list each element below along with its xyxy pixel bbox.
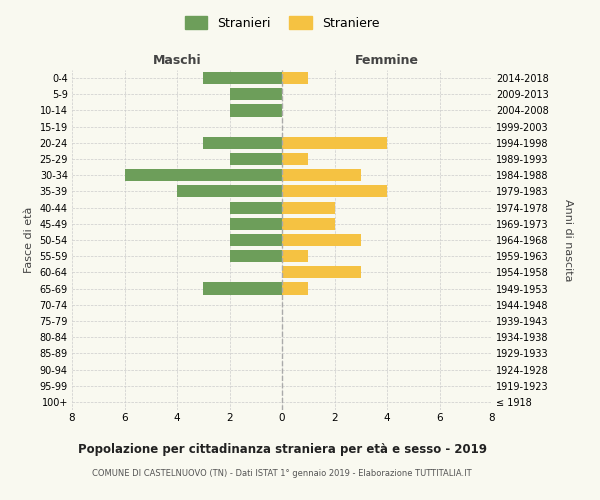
Y-axis label: Fasce di età: Fasce di età [24,207,34,273]
Bar [282,137,387,149]
Bar [203,137,282,149]
Legend: Stranieri, Straniere: Stranieri, Straniere [179,11,385,35]
Bar [282,186,387,198]
Text: COMUNE DI CASTELNUOVO (TN) - Dati ISTAT 1° gennaio 2019 - Elaborazione TUTTITALI: COMUNE DI CASTELNUOVO (TN) - Dati ISTAT … [92,469,472,478]
Bar [282,266,361,278]
Bar [229,234,282,246]
Bar [177,186,282,198]
Bar [229,250,282,262]
Text: Popolazione per cittadinanza straniera per età e sesso - 2019: Popolazione per cittadinanza straniera p… [77,442,487,456]
Y-axis label: Anni di nascita: Anni di nascita [563,198,573,281]
Bar [229,218,282,230]
Bar [282,218,335,230]
Bar [282,234,361,246]
Bar [282,153,308,165]
Text: Femmine: Femmine [355,54,419,67]
Bar [282,282,308,294]
Bar [229,153,282,165]
Bar [203,72,282,84]
Text: Maschi: Maschi [152,54,202,67]
Bar [229,88,282,101]
Bar [229,104,282,117]
Bar [203,282,282,294]
Bar [229,202,282,213]
Bar [282,202,335,213]
Bar [282,72,308,84]
Bar [282,250,308,262]
Bar [282,169,361,181]
Bar [125,169,282,181]
